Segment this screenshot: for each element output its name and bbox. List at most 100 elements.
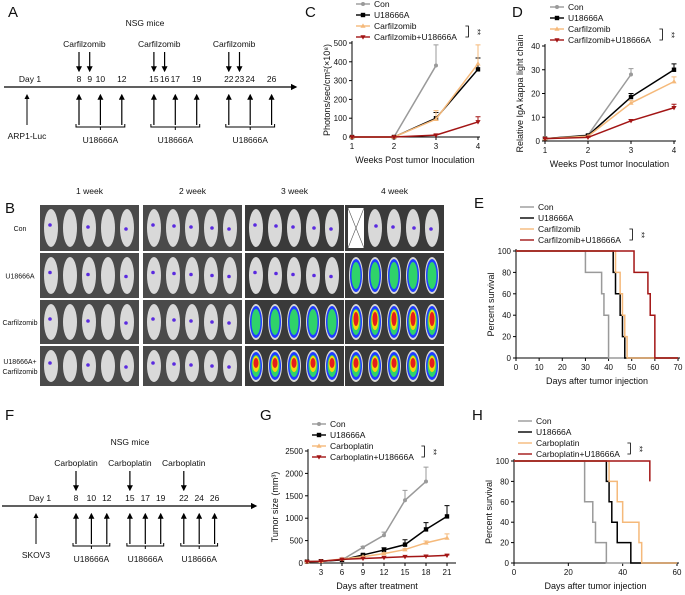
dose-bracket [75, 124, 126, 130]
panel-label-f: F [5, 407, 14, 424]
data-point [628, 94, 634, 100]
mouse [368, 209, 382, 247]
survival-curve [514, 460, 677, 564]
mouse [101, 257, 115, 294]
drug-label: Carboplatin [108, 458, 152, 468]
signal-blob [189, 272, 193, 277]
y-tick-label: 500 [290, 537, 304, 546]
signal-blob [327, 309, 337, 335]
mouse [166, 350, 180, 382]
signal-blob [189, 225, 193, 229]
data-point [628, 100, 634, 105]
dose-bracket [72, 543, 111, 549]
data-point [444, 514, 450, 519]
x-tick-label: 20 [564, 568, 573, 577]
x-tick-label: 9 [361, 568, 366, 577]
data-point [403, 498, 407, 503]
signal-blob [253, 358, 259, 368]
y-tick-label: 80 [502, 268, 511, 277]
x-tick-label: 3 [434, 142, 439, 151]
signal-blob [151, 270, 155, 275]
signal-blob [210, 226, 214, 230]
signal-blob [272, 358, 278, 368]
data-point [360, 23, 366, 28]
series-line [352, 68, 479, 138]
y-tick-label: 1500 [285, 492, 303, 501]
legend-label: Carfilzomib [374, 21, 417, 31]
y-tick-label: 20 [500, 539, 509, 548]
signal-blob [189, 363, 193, 367]
day-label: 8 [77, 74, 82, 84]
data-point [381, 550, 387, 556]
signal-blob [210, 273, 214, 278]
data-point [360, 12, 366, 18]
signal-blob [189, 319, 193, 323]
data-point [444, 553, 450, 558]
series-drug [304, 533, 450, 564]
series-line [544, 80, 675, 140]
series-line [306, 554, 448, 563]
series-drug [516, 250, 678, 359]
day-label: 24 [194, 493, 204, 503]
signal-blob [227, 321, 231, 325]
day-label: 10 [87, 493, 97, 503]
y-tick-label: 100 [334, 114, 348, 123]
drug-label: Carboplatin [54, 458, 98, 468]
legend-label: Carfilzomib+U18666A [568, 35, 651, 45]
signal-blob [48, 223, 52, 227]
y-tick-label: 0 [299, 559, 304, 568]
signal-blob [172, 224, 176, 228]
y-tick-label: 40 [502, 311, 511, 320]
y-tick-label: 2500 [285, 447, 303, 456]
signal-blob [172, 362, 176, 366]
data-point [555, 5, 559, 9]
significance-bracket [465, 25, 469, 38]
series-combo [349, 116, 481, 140]
data-point [382, 533, 386, 538]
survival-curve [514, 460, 677, 564]
x-tick-label: 2 [586, 146, 591, 155]
data-point [444, 535, 450, 540]
signal-blob [372, 358, 378, 368]
data-point [381, 547, 387, 553]
mouse [268, 209, 282, 247]
mouse [147, 257, 161, 294]
x-tick-label: 0 [512, 568, 517, 577]
y-tick-label: 500 [334, 39, 348, 48]
signal-blob [227, 274, 231, 279]
signal-blob [429, 227, 433, 231]
series-drug [542, 76, 677, 141]
chart-g: 3 6 9 12 15 18 21 0 500 1000 1500 2000 2500 Days afte… [270, 419, 456, 591]
signal-blob [310, 358, 316, 368]
u18666a-label: U18666A [181, 554, 217, 564]
legend-label: Carboplatin [536, 438, 580, 448]
data-point [402, 542, 408, 547]
signal-blob [412, 226, 416, 230]
chart-h: 0 20 40 60 0 20 40 60 80 100 Days after tumor inje… [484, 416, 682, 591]
survival-curve [516, 250, 678, 359]
panel-label-a: A [8, 4, 18, 21]
day-label: 12 [117, 74, 127, 84]
week-column-label: 2 week [179, 186, 207, 196]
treatment-row-label: Carfilzomib [2, 369, 37, 376]
mouse [101, 350, 115, 382]
signal-blob [372, 312, 378, 326]
signal-blob [124, 274, 128, 279]
x-tick-label: 60 [673, 568, 682, 577]
data-point [423, 554, 429, 559]
data-point [585, 135, 591, 141]
dose-bracket [126, 543, 165, 549]
y-tick-label: 100 [496, 457, 510, 466]
signal-blob [351, 262, 361, 289]
legend-label: Carboplatin [330, 441, 374, 451]
signal-blob [151, 317, 155, 321]
signal-blob [329, 227, 333, 231]
x-axis-label: Weeks Post tumor Inoculation [550, 159, 669, 169]
x-tick-label: 60 [650, 363, 659, 372]
signal-blob [48, 361, 52, 365]
data-point [423, 527, 429, 532]
mouse [249, 209, 263, 247]
mouse [101, 209, 115, 247]
legend-label: Carfilzomib+U18666A [538, 235, 621, 245]
